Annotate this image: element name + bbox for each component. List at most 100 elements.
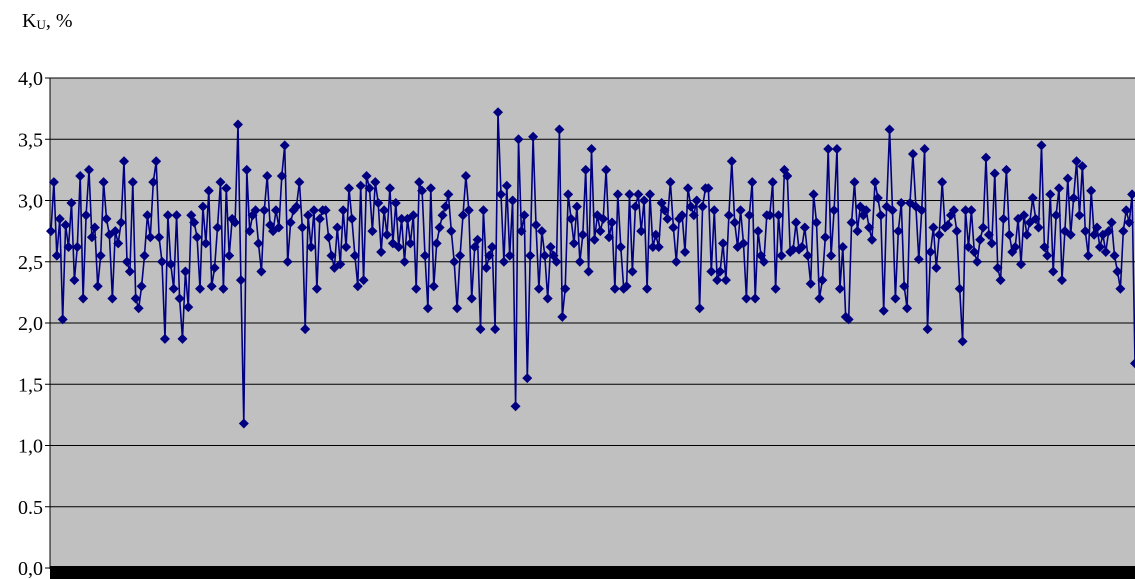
- data-point-marker: [306, 242, 317, 253]
- data-point-marker: [969, 246, 980, 257]
- data-point-marker: [621, 281, 632, 292]
- data-point-marker: [738, 238, 749, 249]
- data-point-marker: [519, 210, 530, 221]
- data-point-marker: [498, 256, 509, 267]
- data-point-marker: [718, 238, 729, 249]
- data-point-marker: [805, 278, 816, 289]
- data-point-marker: [986, 238, 997, 249]
- data-point-marker: [136, 281, 147, 292]
- data-point-marker: [723, 210, 734, 221]
- data-point-marker: [422, 303, 433, 314]
- data-point-marker: [849, 177, 860, 188]
- data-point-marker: [446, 226, 457, 237]
- data-point-marker: [688, 210, 699, 221]
- data-point-marker: [1036, 140, 1047, 151]
- data-point-marker: [495, 189, 506, 200]
- data-point-marker: [113, 238, 124, 249]
- data-point-marker: [656, 197, 667, 208]
- data-point-marker: [148, 177, 159, 188]
- data-point-marker: [484, 250, 495, 261]
- data-point-marker: [332, 222, 343, 233]
- data-point-marker: [273, 222, 284, 233]
- data-point-marker: [224, 250, 235, 261]
- data-point-marker: [98, 177, 109, 188]
- data-point-marker: [121, 256, 132, 267]
- data-point-marker: [414, 177, 425, 188]
- data-point-marker: [230, 217, 241, 228]
- data-point-marker: [934, 229, 945, 240]
- data-point-marker: [335, 259, 346, 270]
- data-point-marker: [1033, 222, 1044, 233]
- data-point-marker: [943, 220, 954, 230]
- data-point-marker: [907, 148, 918, 159]
- data-point-marker: [323, 232, 334, 243]
- data-point-marker: [715, 266, 726, 277]
- data-point-marker: [338, 205, 349, 216]
- data-point-marker: [417, 185, 428, 196]
- data-point-marker: [633, 189, 644, 200]
- y-axis-title: KU, %: [22, 10, 73, 32]
- data-point-marker: [1010, 242, 1021, 253]
- data-point-marker: [867, 234, 878, 245]
- data-point-marker: [110, 226, 121, 237]
- data-point-marker: [811, 217, 822, 228]
- data-point-marker: [1051, 210, 1062, 221]
- data-point-marker: [773, 210, 784, 221]
- data-point-marker: [408, 210, 419, 221]
- data-point-marker: [583, 266, 594, 277]
- data-point-marker: [165, 259, 176, 270]
- data-point-marker: [411, 283, 422, 294]
- data-point-marker: [1121, 205, 1132, 216]
- data-point-marker: [522, 373, 533, 384]
- data-point-marker: [507, 195, 518, 206]
- data-point-marker: [712, 275, 723, 286]
- data-point-marker: [63, 242, 74, 253]
- data-point-marker: [601, 164, 612, 175]
- data-point-marker: [1001, 164, 1012, 175]
- y-tick-label: 3,5: [18, 129, 43, 151]
- data-point-marker: [215, 177, 226, 188]
- data-point-marker: [396, 213, 407, 224]
- data-point-marker: [925, 246, 936, 257]
- data-point-marker: [171, 210, 182, 221]
- data-point-marker: [1056, 275, 1067, 286]
- data-point-marker: [937, 177, 948, 188]
- data-point-marker: [992, 262, 1003, 273]
- data-point-marker: [659, 205, 670, 216]
- data-point-marker: [308, 205, 319, 216]
- data-point-marker: [869, 177, 880, 188]
- y-tick-label: 4,0: [18, 68, 43, 90]
- data-point-marker: [1016, 259, 1027, 270]
- data-point-marker: [975, 234, 986, 245]
- data-point-marker: [931, 262, 942, 273]
- y-tick-label: 0,0: [18, 558, 43, 579]
- data-point-marker: [729, 217, 740, 228]
- data-point-marker: [349, 250, 360, 261]
- data-point-marker: [639, 195, 650, 206]
- data-point-marker: [960, 205, 971, 216]
- data-point-marker: [767, 177, 778, 188]
- data-point-marker: [750, 293, 761, 304]
- data-point-marker: [384, 183, 395, 194]
- data-point-marker: [1094, 242, 1105, 253]
- data-point-marker: [437, 210, 448, 221]
- data-point-marker: [574, 256, 585, 267]
- data-point-marker: [276, 171, 287, 181]
- data-point-marker: [390, 197, 401, 208]
- data-point-marker: [364, 183, 375, 194]
- data-point-marker: [355, 180, 366, 191]
- data-point-marker: [124, 266, 135, 277]
- data-point-marker: [419, 250, 430, 261]
- data-point-marker: [966, 205, 977, 216]
- y-tick-label: 2,0: [18, 313, 43, 335]
- data-point-marker: [998, 213, 1009, 224]
- data-point-marker: [834, 283, 845, 294]
- y-tick-label: 1,5: [18, 374, 43, 396]
- data-point-marker: [501, 180, 512, 191]
- data-point-marker: [493, 107, 504, 118]
- data-point-marker: [452, 303, 463, 314]
- data-point-marker: [69, 275, 80, 286]
- data-point-marker: [837, 242, 848, 253]
- data-point-marker: [425, 183, 436, 194]
- data-point-marker: [1109, 250, 1120, 261]
